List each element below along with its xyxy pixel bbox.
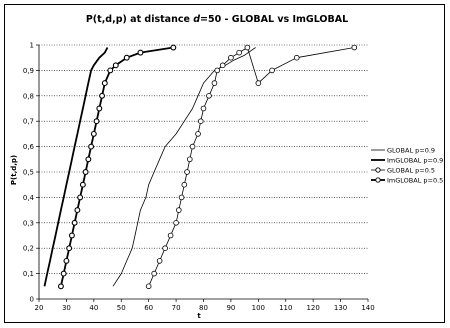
chart-title-suffix: =50 - GLOBAL vs ImGLOBAL	[200, 14, 348, 25]
y-tick-label: 0,8	[23, 92, 34, 100]
series-point-3	[107, 67, 114, 74]
series-point-2	[236, 49, 242, 56]
series-point-3	[60, 270, 67, 277]
series-point-3	[82, 169, 89, 175]
series-point-3	[74, 207, 81, 214]
y-tick-label: 0,2	[23, 245, 34, 253]
series-point-2	[293, 54, 300, 61]
x-tick-label: 90	[226, 304, 235, 312]
series-point-3	[101, 80, 108, 87]
y-tick-label: 1	[30, 42, 34, 50]
series-point-3	[90, 130, 97, 137]
chart-title-italic: d	[193, 14, 200, 25]
series-point-2	[162, 245, 168, 252]
series-point-2	[214, 67, 221, 74]
series-point-2	[228, 54, 234, 61]
x-tick-label: 80	[199, 304, 208, 312]
series-point-2	[181, 181, 188, 188]
series-point-2	[351, 44, 358, 51]
series-point-3	[99, 92, 106, 99]
y-tick-label: 0,1	[23, 270, 34, 278]
y-tick-label: 0,6	[23, 143, 35, 151]
legend-marker	[375, 177, 381, 183]
series-point-2	[200, 105, 207, 112]
series-point-2	[219, 62, 226, 69]
series-point-2	[189, 143, 196, 150]
y-tick-label: 0,5	[23, 169, 34, 177]
series-point-3	[71, 219, 78, 226]
legend-entry: ImGLOBAL p=0.9	[387, 156, 443, 164]
series-point-3	[123, 54, 130, 61]
x-tick-label: 50	[117, 304, 126, 312]
legend-marker	[375, 167, 381, 173]
x-tick-label: 120	[306, 304, 319, 312]
series-point-2	[145, 283, 152, 290]
y-tick-label: 0,7	[23, 118, 34, 126]
y-tick-label: 0,9	[23, 67, 34, 75]
x-tick-label: 60	[144, 304, 153, 312]
series-point-3	[170, 44, 177, 51]
series-point-2	[197, 118, 204, 124]
series-point-2	[186, 156, 193, 163]
series-line-1	[43, 47, 109, 287]
series-point-3	[63, 257, 70, 264]
series-point-3	[96, 105, 103, 112]
x-tick-label: 40	[89, 304, 98, 312]
series-point-3	[68, 232, 75, 239]
x-tick-label: 140	[361, 304, 374, 312]
legend-entry: ImGLOBAL p=0.5	[387, 176, 443, 184]
series-point-2	[255, 80, 262, 86]
x-tick-label: 110	[279, 304, 292, 312]
x-tick-label: 100	[252, 304, 265, 312]
series-point-3	[77, 194, 84, 201]
chart-title: P(t,d,p) at distance d=50 - GLOBAL vs Im…	[86, 14, 348, 25]
series-point-2	[211, 80, 218, 86]
series-point-2	[206, 93, 212, 99]
y-tick-label: 0,4	[23, 194, 35, 202]
x-tick-label: 70	[172, 304, 181, 312]
series-point-2	[184, 169, 190, 175]
legend-entry: GLOBAL p=0.5	[387, 166, 435, 174]
series-point-2	[178, 194, 185, 201]
series-point-2	[244, 44, 251, 51]
chart-title-prefix: P(t,d,p) at distance	[86, 14, 193, 25]
x-axis-label: t	[197, 312, 201, 320]
y-tick-label: 0,3	[23, 219, 34, 227]
legend: GLOBAL p=0.9 ImGLOBAL p=0.9 GLOBAL p=0.5 Im…	[371, 146, 443, 184]
series-line-0	[112, 47, 256, 287]
x-tick-label: 20	[35, 304, 44, 312]
series-point-2	[167, 232, 174, 239]
series-line-3	[60, 46, 174, 287]
series-point-3	[112, 62, 119, 69]
series-line-2	[148, 47, 355, 287]
series-point-2	[176, 207, 182, 213]
series-point-2	[269, 67, 275, 74]
series-point-2	[151, 270, 157, 277]
y-tick-label: 0	[30, 296, 34, 304]
series-point-3	[57, 283, 64, 290]
series-point-2	[156, 258, 163, 264]
x-tick-label: 130	[334, 304, 347, 312]
chart-frame: P(t,d,p) at distance d=50 - GLOBAL vs Im…	[4, 4, 445, 323]
y-axis-label: P(t,d,p)	[10, 155, 18, 185]
series-point-2	[195, 131, 201, 137]
series-point-3	[79, 181, 86, 188]
x-tick-label: 30	[62, 304, 71, 312]
legend-entry: GLOBAL p=0.9	[387, 146, 435, 154]
series-point-3	[93, 118, 100, 125]
series-point-3	[137, 49, 144, 56]
series-point-3	[66, 245, 73, 252]
chart-svg: P(t,d,p) at distance d=50 - GLOBAL vs Im…	[10, 14, 443, 320]
series-point-3	[85, 156, 92, 163]
series-point-3	[88, 143, 95, 150]
series-point-2	[173, 220, 179, 226]
